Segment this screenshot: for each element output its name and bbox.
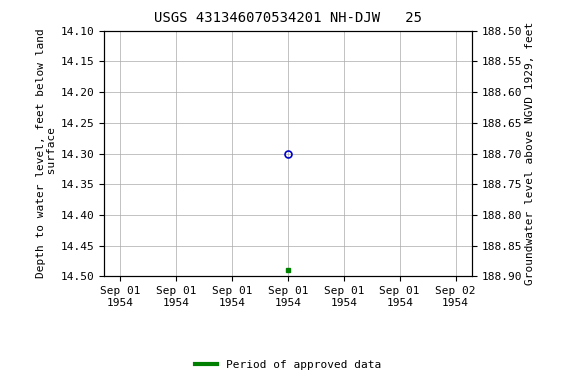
Title: USGS 431346070534201 NH-DJW   25: USGS 431346070534201 NH-DJW 25: [154, 12, 422, 25]
Legend: Period of approved data: Period of approved data: [191, 356, 385, 375]
Y-axis label: Groundwater level above NGVD 1929, feet: Groundwater level above NGVD 1929, feet: [525, 22, 535, 285]
Y-axis label: Depth to water level, feet below land
 surface: Depth to water level, feet below land su…: [36, 29, 58, 278]
